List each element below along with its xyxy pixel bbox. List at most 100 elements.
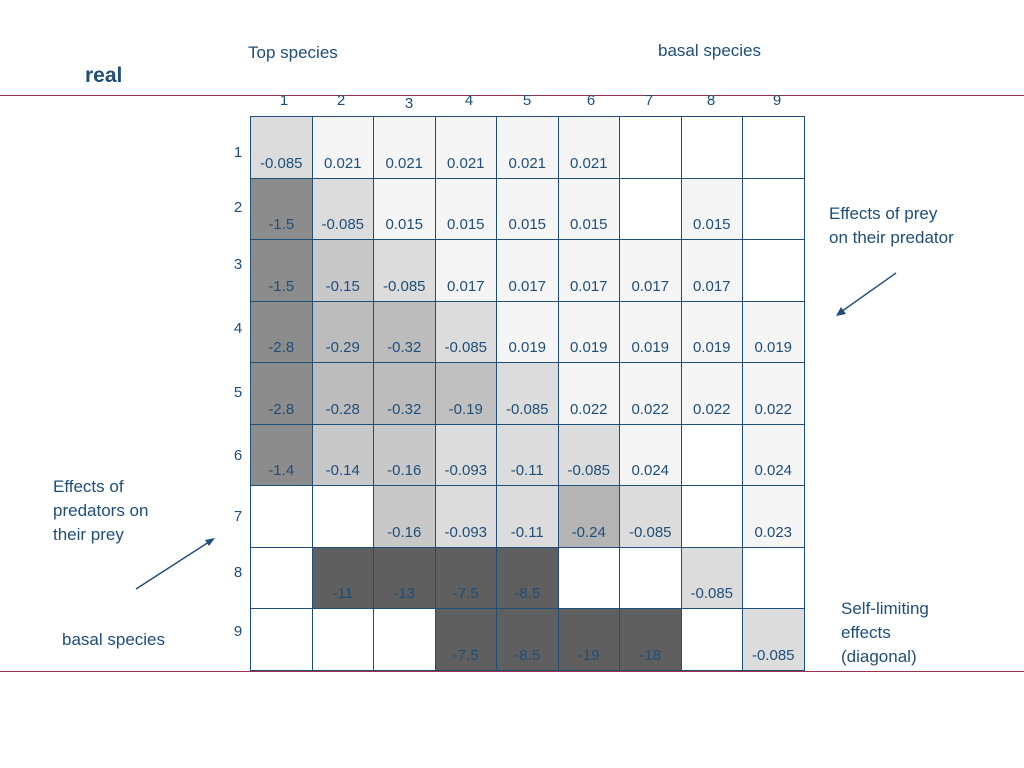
matrix-cell-r6-c4: -0.093 xyxy=(434,423,497,486)
matrix-cell-r5-c4: -0.19 xyxy=(434,362,497,425)
matrix-cell-r6-c7: 0.024 xyxy=(619,423,682,486)
matrix-cell-r7-c3: -0.16 xyxy=(373,485,436,548)
matrix-cell-r1-c8 xyxy=(680,116,743,179)
prey-effects-annotation: Effects of prey on their predator xyxy=(829,202,954,250)
column-label-8: 8 xyxy=(706,92,716,109)
matrix-cell-r4-c4: -0.085 xyxy=(434,300,497,363)
matrix-cell-r7-c5: -0.11 xyxy=(496,485,559,548)
matrix-cell-r2-c8: 0.015 xyxy=(680,177,743,240)
interaction-matrix: -0.085 0.021 0.021 0.021 0.021 0.021 -1.5 -0.08… xyxy=(250,116,805,671)
matrix-cell-r9-c4: -7.5 xyxy=(434,608,497,671)
column-label-6: 6 xyxy=(586,92,596,109)
predator-effects-line-1: Effects of xyxy=(53,477,124,496)
prey-effects-line-1: Effects of prey xyxy=(829,204,938,223)
matrix-cell-r6-c2: -0.14 xyxy=(311,423,374,486)
column-label-3: 3 xyxy=(404,95,414,112)
matrix-cell-r5-c9: 0.022 xyxy=(742,362,805,425)
column-label-2: 2 xyxy=(336,92,346,109)
matrix-cell-r4-c6: 0.019 xyxy=(557,300,620,363)
matrix-cell-r6-c9: 0.024 xyxy=(742,423,805,486)
matrix-cell-r2-c7 xyxy=(619,177,682,240)
matrix-cell-r9-c8 xyxy=(680,608,743,671)
basal-species-header: basal species xyxy=(658,41,762,60)
matrix-cell-r3-c5: 0.017 xyxy=(496,239,559,302)
matrix-cell-r8-c3: -13 xyxy=(373,546,436,609)
matrix-cell-r3-c7: 0.017 xyxy=(619,239,682,302)
row-label-7: 7 xyxy=(233,508,243,525)
matrix-cell-r6-c8 xyxy=(680,423,743,486)
matrix-cell-r9-c6: -19 xyxy=(557,608,620,671)
matrix-cell-r1-c4: 0.021 xyxy=(434,116,497,179)
matrix-cell-r2-c1: -1.5 xyxy=(250,177,313,240)
row-label-1: 1 xyxy=(233,144,243,161)
matrix-cell-r8-c6 xyxy=(557,546,620,609)
self-limiting-line-1: Self-limiting xyxy=(841,599,929,618)
matrix-cell-r9-c9: -0.085 xyxy=(742,608,805,671)
prey-effects-arrow xyxy=(836,272,897,316)
matrix-cell-r9-c2 xyxy=(311,608,374,671)
matrix-cell-r2-c4: 0.015 xyxy=(434,177,497,240)
matrix-cell-r7-c1 xyxy=(250,485,313,548)
matrix-cell-r5-c7: 0.022 xyxy=(619,362,682,425)
matrix-cell-r3-c4: 0.017 xyxy=(434,239,497,302)
matrix-cell-r1-c2: 0.021 xyxy=(311,116,374,179)
column-label-5: 5 xyxy=(522,92,532,109)
matrix-cell-r5-c8: 0.022 xyxy=(680,362,743,425)
matrix-cell-r7-c9: 0.023 xyxy=(742,485,805,548)
row-label-8: 8 xyxy=(233,564,243,581)
matrix-cell-r1-c1: -0.085 xyxy=(250,116,313,179)
matrix-cell-r8-c5: -8.5 xyxy=(496,546,559,609)
column-label-4: 4 xyxy=(464,92,474,109)
matrix-cell-r2-c9 xyxy=(742,177,805,240)
matrix-cell-r2-c5: 0.015 xyxy=(496,177,559,240)
matrix-cell-r1-c3: 0.021 xyxy=(373,116,436,179)
matrix-cell-r4-c8: 0.019 xyxy=(680,300,743,363)
matrix-cell-r7-c7: -0.085 xyxy=(619,485,682,548)
matrix-cell-r6-c1: -1.4 xyxy=(250,423,313,486)
matrix-cell-r7-c6: -0.24 xyxy=(557,485,620,548)
matrix-cell-r8-c4: -7.5 xyxy=(434,546,497,609)
matrix-cell-r1-c6: 0.021 xyxy=(557,116,620,179)
matrix-cell-r5-c5: -0.085 xyxy=(496,362,559,425)
matrix-cell-r5-c6: 0.022 xyxy=(557,362,620,425)
matrix-cell-r2-c6: 0.015 xyxy=(557,177,620,240)
matrix-cell-r3-c6: 0.017 xyxy=(557,239,620,302)
basal-species-left-label: basal species xyxy=(62,630,166,649)
row-label-6: 6 xyxy=(233,447,243,464)
matrix-cell-r6-c6: -0.085 xyxy=(557,423,620,486)
matrix-cell-r1-c7 xyxy=(619,116,682,179)
row-label-9: 9 xyxy=(233,623,243,640)
predator-effects-line-2: predators on xyxy=(53,501,149,520)
matrix-cell-r5-c2: -0.28 xyxy=(311,362,374,425)
matrix-cell-r9-c3 xyxy=(373,608,436,671)
matrix-cell-r6-c3: -0.16 xyxy=(373,423,436,486)
matrix-cell-r2-c2: -0.085 xyxy=(311,177,374,240)
matrix-cell-r8-c8: -0.085 xyxy=(680,546,743,609)
matrix-cell-r2-c3: 0.015 xyxy=(373,177,436,240)
matrix-cell-r9-c7: -18 xyxy=(619,608,682,671)
predator-effects-annotation: Effects of predators on their prey xyxy=(53,475,148,547)
column-label-1: 1 xyxy=(279,92,289,109)
top-rule xyxy=(0,95,1024,96)
matrix-cell-r8-c9 xyxy=(742,546,805,609)
matrix-cell-r4-c3: -0.32 xyxy=(373,300,436,363)
matrix-cell-r9-c5: -8.5 xyxy=(496,608,559,671)
row-label-3: 3 xyxy=(233,256,243,273)
row-label-2: 2 xyxy=(233,199,243,216)
matrix-cell-r4-c2: -0.29 xyxy=(311,300,374,363)
matrix-cell-r7-c8 xyxy=(680,485,743,548)
prey-effects-line-2: on their predator xyxy=(829,228,954,247)
bottom-rule xyxy=(0,671,1024,672)
matrix-cell-r8-c1 xyxy=(250,546,313,609)
matrix-cell-r4-c1: -2.8 xyxy=(250,300,313,363)
row-label-4: 4 xyxy=(233,320,243,337)
predator-effects-arrow xyxy=(135,538,215,590)
matrix-cell-r8-c7 xyxy=(619,546,682,609)
self-limiting-line-2: effects xyxy=(841,623,891,642)
matrix-cell-r1-c5: 0.021 xyxy=(496,116,559,179)
matrix-cell-r1-c9 xyxy=(742,116,805,179)
matrix-cell-r7-c4: -0.093 xyxy=(434,485,497,548)
matrix-cell-r4-c9: 0.019 xyxy=(742,300,805,363)
matrix-cell-r5-c3: -0.32 xyxy=(373,362,436,425)
matrix-cell-r4-c7: 0.019 xyxy=(619,300,682,363)
